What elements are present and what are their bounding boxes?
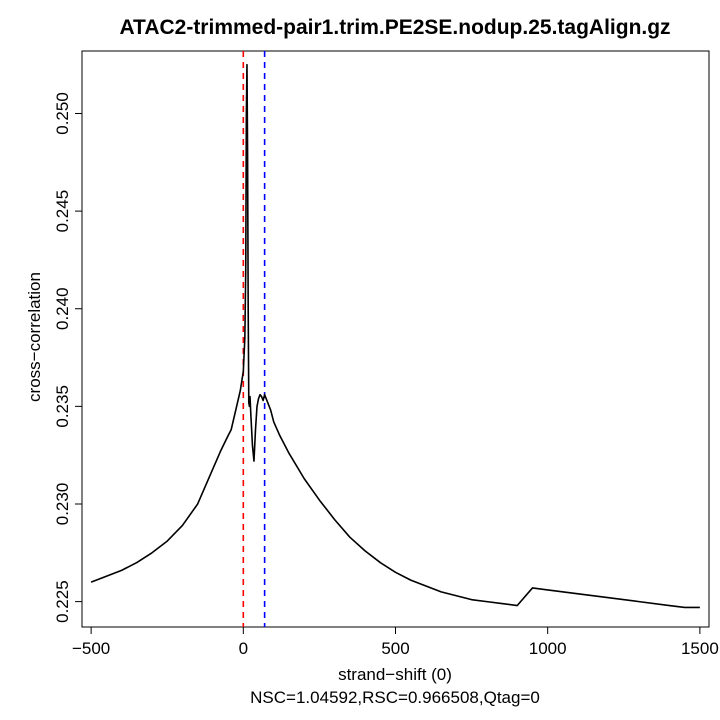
x-tick-label: 0 [239,639,248,658]
y-tick-label: 0.250 [53,92,72,135]
series-line [90,63,700,609]
x-axis: −500 0 500 1000 1500 [72,627,719,658]
chart-title: ATAC2-trimmed-pair1.trim.PE2SE.nodup.25.… [119,16,670,39]
y-tick-label: 0.225 [53,580,72,623]
x-tick-label: 1500 [681,639,719,658]
reference-lines [242,51,266,627]
plot-area-frame [81,50,710,628]
y-axis-label: cross−correlation [25,272,44,402]
y-tick-label: 0.235 [53,385,72,428]
chart-subtitle: NSC=1.04592,RSC=0.966508,Qtag=0 [250,688,540,707]
y-tick-label: 0.240 [53,287,72,330]
y-tick-label: 0.245 [53,190,72,233]
y-axis: 0.225 0.230 0.235 0.240 0.245 0.250 [53,92,82,623]
y-tick-label: 0.230 [53,483,72,526]
x-tick-label: −500 [72,639,110,658]
series-group [90,63,700,609]
x-axis-label: strand−shift (0) [338,665,452,684]
x-tick-label: 500 [381,639,409,658]
x-tick-label: 1000 [529,639,567,658]
